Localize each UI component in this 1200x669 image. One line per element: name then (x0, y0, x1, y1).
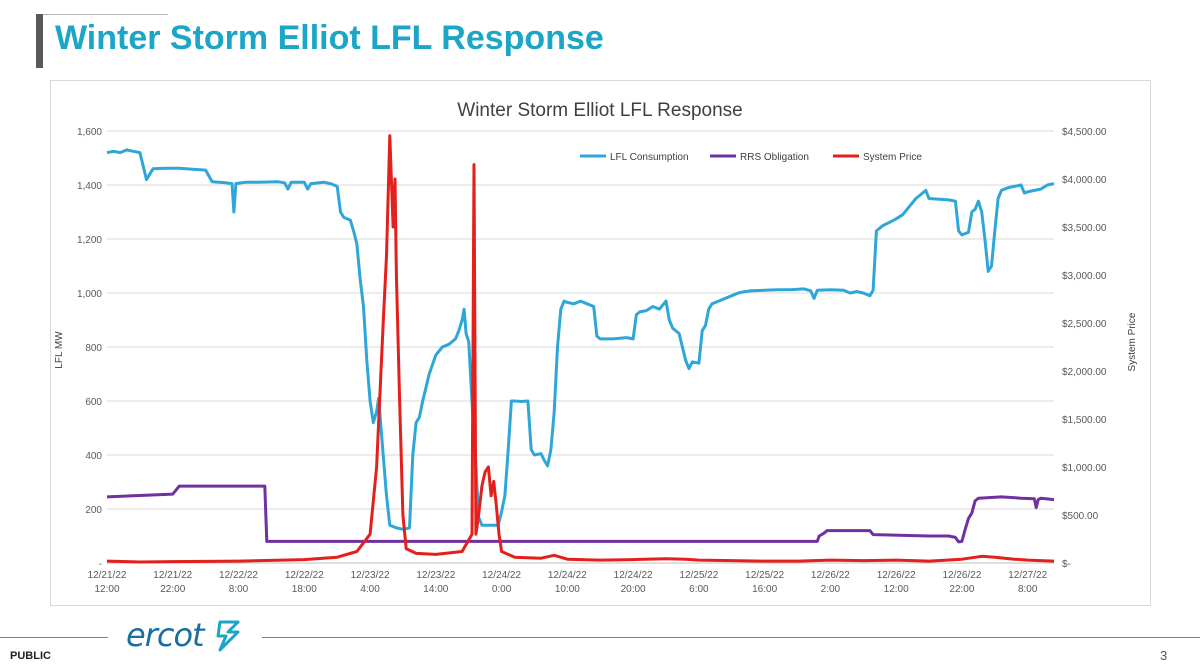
x-tick-label: 16:00 (752, 584, 777, 595)
x-tick-label: 12/26/22 (811, 570, 850, 581)
y2-tick-label: $4,000.00 (1062, 175, 1107, 186)
title-accent-bar (36, 14, 43, 68)
x-tick-label: 12/26/22 (942, 570, 981, 581)
chart-title: Winter Storm Elliot LFL Response (457, 100, 742, 121)
x-tick-label: 12/25/22 (745, 570, 784, 581)
y2-axis-label: System Price (1127, 312, 1138, 371)
chart-legend: LFL Consumption RRS Obligation System Pric… (580, 152, 922, 163)
y-tick-label: 600 (85, 397, 102, 408)
x-tick-label: 12/21/22 (153, 570, 192, 581)
y2-tick-label: $3,500.00 (1062, 223, 1107, 234)
y-tick-label: 1,200 (77, 235, 102, 246)
x-tick-label: 6:00 (689, 584, 709, 595)
y2-tick-label: $500.00 (1062, 511, 1099, 522)
x-tick-label: 22:00 (160, 584, 185, 595)
x-tick-label: 12/21/22 (88, 570, 127, 581)
chart-svg: - 200 400 600 800 1,000 1,200 1,400 1,600 $- $500.… (54, 100, 1138, 595)
legend-label: RRS Obligation (740, 152, 809, 163)
x-tick-label: 10:00 (555, 584, 580, 595)
legend-label: System Price (863, 152, 922, 163)
x-tick-label: 12/24/22 (482, 570, 521, 581)
x-tick-label: 12/23/22 (416, 570, 455, 581)
x-tick-label: 12/27/22 (1008, 570, 1047, 581)
y2-tick-label: $- (1062, 559, 1071, 570)
rrs-obligation-line (106, 484, 1055, 544)
x-tick-label: 2:00 (821, 584, 841, 595)
y-tick-label: 800 (85, 343, 102, 354)
y2-tick-label: $2,000.00 (1062, 367, 1107, 378)
ercot-logo: ercot (126, 616, 205, 654)
y2-tick-label: $2,500.00 (1062, 319, 1107, 330)
system-price-line (106, 134, 1055, 564)
footer-rule-left (0, 637, 108, 638)
x-tick-label: 12/24/22 (548, 570, 587, 581)
y-tick-label: 1,400 (77, 181, 102, 192)
x-tick-label: 0:00 (492, 584, 512, 595)
chart-gridlines (107, 130, 1054, 564)
y-axis-label: LFL MW (54, 331, 65, 369)
x-tick-label: 12/26/22 (877, 570, 916, 581)
x-tick-label: 22:00 (949, 584, 974, 595)
y2-tick-label: $4,500.00 (1062, 127, 1107, 138)
title-top-rule (43, 14, 168, 15)
ercot-logo-mark-icon (216, 620, 240, 652)
x-tick-label: 12/24/22 (614, 570, 653, 581)
chart-axes: - 200 400 600 800 1,000 1,200 1,400 1,600 $- $500.… (77, 127, 1107, 595)
x-tick-label: 12/25/22 (679, 570, 718, 581)
y-tick-label: 1,600 (77, 127, 102, 138)
x-tick-label: 12/22/22 (219, 570, 258, 581)
y-tick-label: 400 (85, 451, 102, 462)
x-tick-label: 12:00 (884, 584, 909, 595)
x-tick-label: 20:00 (621, 584, 646, 595)
footer-rule-right (262, 637, 1200, 638)
x-tick-label: 18:00 (292, 584, 317, 595)
y2-tick-label: $1,500.00 (1062, 415, 1107, 426)
page-number: 3 (1160, 648, 1168, 663)
lfl-consumption-line (106, 148, 1055, 531)
y-tick-label: 1,000 (77, 289, 102, 300)
x-tick-label: 8:00 (229, 584, 249, 595)
chart-series (106, 134, 1055, 564)
x-tick-label: 12/23/22 (351, 570, 390, 581)
y-tick-label: - (99, 559, 102, 570)
x-tick-label: 14:00 (423, 584, 448, 595)
x-tick-label: 8:00 (1018, 584, 1038, 595)
x-tick-label: 12/22/22 (285, 570, 324, 581)
footer-classification: PUBLIC (10, 650, 51, 662)
slide-title: Winter Storm Elliot LFL Response (55, 19, 604, 57)
legend-label: LFL Consumption (610, 152, 689, 163)
y2-tick-label: $1,000.00 (1062, 463, 1107, 474)
y-tick-label: 200 (85, 505, 102, 516)
x-tick-label: 4:00 (360, 584, 380, 595)
x-tick-label: 12:00 (94, 584, 119, 595)
y2-tick-label: $3,000.00 (1062, 271, 1107, 282)
